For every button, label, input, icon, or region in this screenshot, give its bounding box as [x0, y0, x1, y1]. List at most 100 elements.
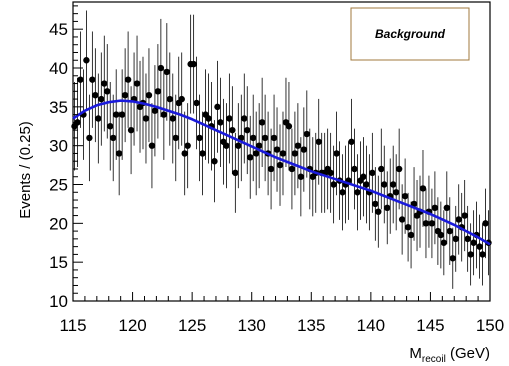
data-point [163, 68, 171, 76]
x-axis-title: Mrecoil (GeV) [409, 345, 490, 365]
legend-label: Background [375, 27, 446, 41]
data-point [145, 91, 153, 99]
data-point [169, 115, 176, 122]
data-point [160, 111, 168, 118]
x-axis-title-subscript: recoil [422, 354, 446, 365]
data-point [98, 95, 105, 103]
data-point [101, 80, 108, 87]
data-point [467, 251, 474, 258]
y-tick-label: 15 [49, 253, 68, 272]
x-tick-label: 130 [238, 316, 266, 335]
data-point [437, 231, 445, 239]
data-point [229, 126, 236, 134]
data-point [407, 231, 415, 239]
data-point [482, 220, 489, 227]
data-point [211, 158, 218, 165]
data-point [419, 185, 427, 192]
data-point [294, 142, 302, 149]
data-point [83, 57, 90, 64]
data-point [440, 239, 448, 246]
data-point [297, 173, 305, 180]
data-point [172, 134, 179, 142]
fit-line [72, 99, 491, 246]
data-point [315, 138, 322, 145]
data-point [166, 95, 174, 103]
data-point [112, 111, 120, 118]
data-point [273, 146, 281, 153]
data-point [303, 130, 311, 138]
x-axis-title-unit: (GeV) [446, 345, 490, 362]
data-point [232, 169, 239, 177]
fit-curve [72, 99, 491, 246]
data-point [104, 88, 111, 95]
data-point [184, 142, 191, 149]
data-point [217, 119, 224, 126]
data-point [133, 80, 141, 87]
x-tick-label: 120 [118, 316, 146, 335]
data-point [267, 165, 275, 173]
data-point [327, 169, 334, 177]
data-point [89, 76, 96, 83]
y-tick-label: 35 [49, 98, 68, 117]
plot-area [72, 1, 491, 302]
data-point [339, 189, 346, 196]
data-point [363, 181, 370, 188]
data-point [115, 150, 123, 157]
data-point [199, 150, 206, 157]
data-point [479, 251, 486, 258]
data-point [196, 134, 203, 142]
data-point [127, 126, 135, 134]
x-tick-label: 150 [476, 316, 504, 335]
data-point [464, 235, 471, 243]
data-point [110, 134, 117, 142]
x-tick-labels: 115 120 125 130 135 140 145 150 [59, 316, 504, 335]
data-point [392, 189, 400, 196]
y-tick-labels: 10 15 20 25 30 35 40 45 [49, 20, 68, 311]
data-point [378, 165, 385, 173]
data-point [279, 150, 287, 157]
data-point [142, 115, 150, 122]
data-point [241, 115, 248, 122]
data-point [330, 181, 337, 188]
data-point [404, 224, 412, 231]
plot-frame [72, 1, 491, 302]
y-tick-label: 45 [49, 20, 68, 39]
data-point [470, 239, 477, 246]
data-point [398, 216, 406, 223]
x-tick-label: 140 [357, 316, 385, 335]
data-point [333, 150, 340, 157]
data-point [401, 192, 409, 200]
data-point [118, 111, 126, 118]
data-point [389, 181, 397, 188]
x-tick-label: 135 [297, 316, 325, 335]
data-point [190, 60, 197, 68]
y-tick-label: 30 [49, 137, 68, 156]
y-axis-title: Events / (0.25) [17, 121, 34, 219]
legend: Background [350, 7, 470, 61]
data-point [360, 173, 367, 180]
data-point [351, 165, 358, 173]
data-point [288, 165, 296, 173]
y-tick-label: 10 [49, 292, 68, 311]
data-point [151, 107, 159, 114]
data-point [446, 227, 453, 235]
x-tick-label: 125 [178, 316, 206, 335]
data-point [455, 216, 462, 223]
y-tick-label: 20 [49, 214, 68, 233]
data-point [410, 200, 418, 208]
data-point [285, 123, 293, 130]
data-point [443, 204, 451, 212]
data-point [148, 142, 156, 149]
data-point [252, 150, 260, 157]
data-point [261, 134, 269, 142]
data-point [395, 165, 403, 173]
data-point [214, 103, 221, 111]
data-point [95, 115, 102, 122]
data-point [354, 189, 361, 196]
data-point [181, 150, 188, 157]
x-tick-label: 115 [59, 316, 86, 335]
data-point [461, 212, 468, 219]
data-point [107, 123, 114, 130]
data-point [270, 134, 278, 142]
x-axis-title-main: M [409, 345, 422, 362]
